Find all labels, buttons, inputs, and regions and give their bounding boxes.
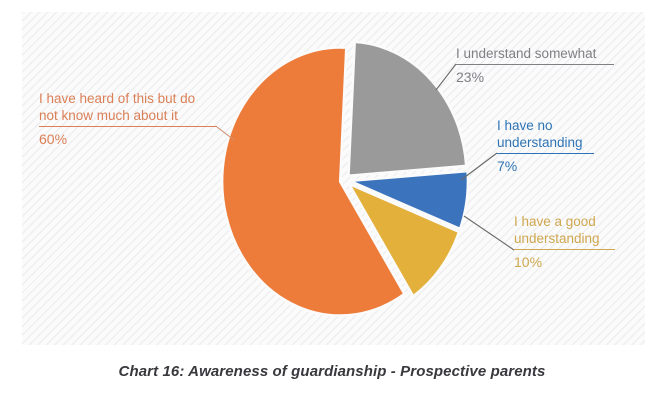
- pie-slice-1: [348, 169, 470, 231]
- callout-good-understanding: I have a good understanding 10%: [514, 213, 615, 271]
- callout-understand-somewhat: I understand somewhat 23%: [456, 45, 614, 86]
- callout-percentage: 7%: [497, 158, 518, 174]
- callout-label: I understand somewhat: [456, 45, 614, 65]
- callout-label: I have heard of this but do not know muc…: [39, 90, 217, 127]
- chart-caption: Chart 16: Awareness of guardianship - Pr…: [118, 363, 546, 380]
- leader-line-understand-somewhat: [435, 63, 457, 91]
- pie-slice-0: [347, 40, 468, 177]
- pie-slices-group: [220, 40, 470, 317]
- leader-line-good-understanding: [463, 215, 515, 251]
- callout-percentage: 23%: [456, 69, 485, 85]
- callout-label: I have no understanding: [497, 117, 594, 154]
- callout-no-understanding: I have no understanding 7%: [497, 117, 594, 175]
- callout-percentage: 10%: [514, 254, 543, 270]
- leader-line-no-understanding: [460, 152, 498, 181]
- leader-lines-group: [216, 63, 515, 251]
- callout-label: I have a good understanding: [514, 213, 615, 250]
- callout-heard-of-this: I have heard of this but do not know muc…: [39, 90, 217, 148]
- leader-line-heard-of-this: [216, 126, 235, 141]
- pie-slice-2: [347, 182, 461, 298]
- pie-slice-3: [220, 46, 406, 317]
- callout-percentage: 60%: [39, 131, 68, 147]
